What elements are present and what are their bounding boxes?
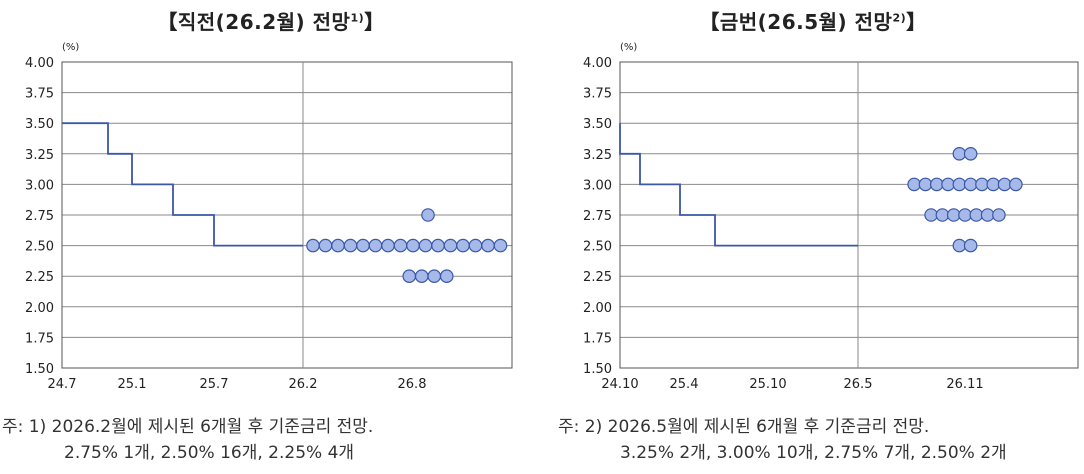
y-tick-label: 3.25 bbox=[25, 148, 54, 163]
y-tick-label: 2.25 bbox=[25, 270, 54, 285]
forecast-dot bbox=[924, 208, 938, 222]
y-tick-label: 3.00 bbox=[25, 178, 54, 193]
rate-dot-chart-previous: 4.00 3.75 3.50 3.25 3.00 2.75 2.50 2.25 2.00 1.75… bbox=[25, 42, 513, 392]
forecast-dot bbox=[963, 147, 978, 161]
footnote-line-2: 3.25% 2개, 3.00% 10개, 2.75% 7개, 2.50% 2개 bbox=[620, 443, 1007, 463]
forecast-dot bbox=[952, 177, 967, 192]
forecast-dot bbox=[368, 238, 383, 253]
forecast-dot bbox=[992, 208, 1006, 222]
y-tick-label: 2.50 bbox=[583, 240, 612, 255]
footnote-line-1: 주: 1) 2026.2월에 제시된 6개월 후 기준금리 전망. bbox=[2, 417, 374, 437]
footnote-current: 주: 2) 2026.5월에 제시된 6개월 후 기준금리 전망. 3.25% … bbox=[558, 414, 1007, 466]
y-tick-label: 3.50 bbox=[583, 117, 612, 132]
forecast-dot bbox=[443, 238, 458, 253]
chart-title-note: 2) bbox=[892, 11, 907, 25]
forecast-dot bbox=[975, 177, 989, 192]
forecast-dot bbox=[414, 269, 429, 283]
forecast-dot bbox=[381, 238, 395, 253]
forecast-dot bbox=[356, 238, 370, 253]
y-tick-label: 1.75 bbox=[583, 331, 612, 346]
forecast-dot bbox=[306, 238, 320, 253]
forecast-dot bbox=[935, 208, 950, 222]
chart-title-suffix: 】 bbox=[906, 10, 927, 34]
y-tick-label: 2.75 bbox=[583, 209, 612, 224]
forecast-dot bbox=[439, 269, 454, 283]
forecast-dot bbox=[421, 208, 435, 222]
policy-rate-step-line bbox=[619, 123, 858, 247]
forecast-dot bbox=[456, 238, 470, 253]
y-tick-label: 3.75 bbox=[25, 87, 54, 102]
forecast-dot bbox=[1009, 177, 1023, 192]
x-tick-label: 25.1 bbox=[118, 377, 147, 392]
y-tick-label: 2.00 bbox=[583, 301, 612, 316]
forecast-dot bbox=[969, 208, 984, 222]
plot-frame bbox=[619, 61, 1079, 369]
chart-title-note: 1) bbox=[350, 11, 365, 25]
forecast-dot bbox=[468, 238, 483, 253]
y-tick-label: 2.75 bbox=[25, 209, 54, 224]
forecast-dot bbox=[393, 238, 408, 253]
policy-rate-step-line bbox=[62, 122, 303, 247]
footnote-line-1: 주: 2) 2026.5월에 제시된 6개월 후 기준금리 전망. bbox=[558, 417, 930, 437]
y-tick-label: 4.00 bbox=[25, 56, 54, 71]
y-tick-label: 3.00 bbox=[583, 178, 612, 193]
x-tick-label: 25.10 bbox=[749, 377, 786, 392]
forecast-dot bbox=[946, 208, 961, 222]
forecast-dot bbox=[941, 177, 955, 192]
y-tick-label: 3.25 bbox=[583, 148, 612, 163]
y-tick-label: 2.00 bbox=[25, 301, 54, 316]
rate-dot-chart-current: 4.00 3.75 3.50 3.25 3.00 2.75 2.50 2.25 2.00 1.75… bbox=[583, 42, 1079, 392]
forecast-dot bbox=[406, 238, 420, 253]
forecast-dot bbox=[997, 177, 1012, 192]
x-tick-label: 26.5 bbox=[844, 377, 873, 392]
chart-title: 【금번(26.5월) 전망2)】 bbox=[542, 6, 1084, 35]
footnote-line-2: 2.75% 1개, 2.50% 16개, 2.25% 4개 bbox=[64, 443, 355, 463]
forecast-dot bbox=[963, 238, 978, 253]
x-tick-label: 26.2 bbox=[289, 377, 318, 392]
forecast-dot bbox=[418, 238, 433, 253]
y-axis-unit: (%) bbox=[620, 42, 637, 53]
x-tick-label: 26.11 bbox=[946, 377, 983, 392]
x-tick-label: 25.7 bbox=[200, 377, 229, 392]
forecast-dot bbox=[986, 177, 1001, 192]
y-axis-unit: (%) bbox=[62, 42, 79, 53]
forecast-dot bbox=[907, 177, 921, 192]
chart-title-text: 【금번(26.5월) 전망 bbox=[699, 10, 893, 34]
forecast-dot bbox=[963, 177, 978, 192]
forecast-dot bbox=[918, 177, 933, 192]
forecast-dot bbox=[402, 269, 417, 283]
y-tick-label: 1.50 bbox=[583, 362, 612, 377]
chart-panel-previous: 【직전(26.2월) 전망1)】 4.00 3.75 3.50 3.25 3.00 2.7… bbox=[0, 6, 542, 466]
forecast-dot bbox=[958, 208, 972, 222]
forecast-dot bbox=[318, 238, 333, 253]
forecast-dot bbox=[481, 238, 495, 253]
y-tick-label: 1.75 bbox=[25, 331, 54, 346]
y-tick-label: 4.00 bbox=[583, 56, 612, 71]
chart-title-text: 【직전(26.2월) 전망 bbox=[157, 10, 351, 34]
plot-frame bbox=[61, 61, 513, 369]
forecast-dot bbox=[952, 238, 967, 253]
y-tick-label: 2.50 bbox=[25, 240, 54, 255]
forecast-dot bbox=[431, 238, 445, 253]
forecast-dot bbox=[952, 147, 967, 161]
y-tick-label: 3.50 bbox=[25, 117, 54, 132]
y-tick-label: 1.50 bbox=[25, 362, 54, 377]
forecast-dot bbox=[980, 208, 995, 222]
footnote-previous: 주: 1) 2026.2월에 제시된 6개월 후 기준금리 전망. 2.75% … bbox=[2, 414, 373, 466]
y-tick-label: 3.75 bbox=[583, 87, 612, 102]
chart-title-suffix: 】 bbox=[364, 10, 385, 34]
forecast-dot bbox=[929, 177, 944, 192]
chart-panel-current: 【금번(26.5월) 전망2)】 4.00 3.75 3.50 3.25 3.00 2.7… bbox=[542, 0, 1084, 474]
x-tick-label: 24.10 bbox=[601, 377, 638, 392]
y-tick-label: 2.25 bbox=[583, 270, 612, 285]
x-tick-label: 25.4 bbox=[670, 377, 699, 392]
forecast-dot bbox=[493, 238, 508, 253]
forecast-dot bbox=[331, 238, 345, 253]
chart-title: 【직전(26.2월) 전망1)】 bbox=[0, 6, 542, 35]
x-tick-label: 26.8 bbox=[398, 377, 427, 392]
forecast-dot bbox=[427, 269, 442, 283]
forecast-dot bbox=[343, 238, 358, 253]
x-tick-label: 24.7 bbox=[48, 377, 77, 392]
